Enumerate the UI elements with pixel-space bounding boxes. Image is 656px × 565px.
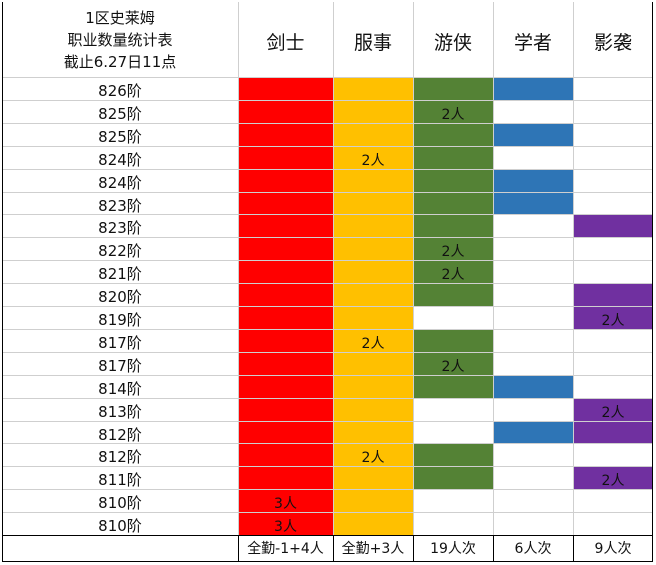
- player-count-label: 2人: [441, 244, 465, 261]
- right-border: [652, 2, 653, 562]
- rank-label: 825阶: [98, 127, 142, 146]
- row-gridline: [2, 443, 653, 445]
- title-line-name: 职业数量统计表: [67, 31, 173, 49]
- footer-col-border: [573, 535, 574, 562]
- bottom-border: [2, 561, 653, 562]
- row-gridline: [2, 191, 653, 193]
- column-total: 6人次: [514, 541, 552, 557]
- row-gridline: [2, 466, 653, 468]
- rank-label: 824阶: [98, 173, 142, 192]
- rank-label: 813阶: [98, 402, 142, 421]
- player-count-label: 2人: [361, 152, 385, 169]
- rank-label: 817阶: [98, 333, 142, 352]
- rank-label: 823阶: [98, 196, 142, 215]
- footer-col-border: [238, 535, 239, 562]
- col-gridline: [573, 2, 574, 535]
- rank-label: 810阶: [98, 517, 142, 536]
- row-gridline: [2, 374, 653, 376]
- class-block: [573, 397, 653, 444]
- rank-label: 821阶: [98, 265, 142, 284]
- rank-label: 810阶: [98, 494, 142, 513]
- row-gridline: [2, 99, 653, 101]
- class-block: [493, 77, 573, 100]
- row-gridline: [2, 420, 653, 422]
- footer-top-border: [2, 535, 653, 536]
- col-gridline: [238, 2, 239, 535]
- left-border: [2, 2, 3, 562]
- class-block: [573, 214, 653, 238]
- rank-label: 820阶: [98, 288, 142, 307]
- rank-label: 819阶: [98, 311, 142, 329]
- footer-col-border: [493, 535, 494, 562]
- class-block: [493, 122, 573, 146]
- player-count-label: 2人: [441, 106, 465, 123]
- title-line-date: 截止6.27日11点: [63, 53, 177, 71]
- rank-label: 825阶: [98, 104, 142, 123]
- row-gridline: [2, 168, 653, 170]
- rank-label: 826阶: [98, 82, 142, 100]
- player-count-label: 3人: [274, 496, 297, 513]
- player-count-label: 2人: [441, 358, 465, 375]
- column-header: 学者: [513, 32, 552, 54]
- rank-label: 824阶: [98, 150, 142, 169]
- row-gridline: [2, 260, 653, 262]
- col-gridline: [413, 2, 414, 535]
- class-block: [573, 466, 653, 490]
- player-count-label: 2人: [601, 473, 625, 490]
- player-count-label: 2人: [361, 335, 385, 352]
- col-gridline: [493, 2, 494, 535]
- row-gridline: [2, 283, 653, 285]
- column-header: 游侠: [433, 32, 472, 54]
- class-block: [238, 489, 333, 513]
- row-gridline: [2, 214, 653, 216]
- title-line-server: 1区史莱姆: [85, 9, 155, 27]
- rank-label: 817阶: [98, 356, 142, 375]
- rank-label: 812阶: [98, 448, 142, 467]
- column-total: 全勤-1+4人: [247, 541, 324, 557]
- sheet-title: 1区史莱姆 职业数量统计表 截止6.27日11点: [2, 7, 238, 73]
- player-count-label: 2人: [361, 450, 385, 467]
- column-total: 9人次: [594, 541, 632, 557]
- class-block: [493, 420, 573, 444]
- player-count-label: 2人: [601, 313, 625, 329]
- class-block: [493, 168, 573, 215]
- column-header: 服事: [353, 32, 392, 54]
- rank-label: 812阶: [98, 425, 142, 444]
- player-count-label: 2人: [601, 404, 625, 421]
- col-gridline: [333, 2, 334, 535]
- rank-label: 814阶: [98, 379, 142, 398]
- footer-col-border: [333, 535, 334, 562]
- class-block: [493, 374, 573, 398]
- rank-label: 823阶: [98, 219, 142, 238]
- class-block: [573, 283, 653, 329]
- row-gridline: [2, 306, 653, 307]
- rank-label: 811阶: [98, 471, 142, 490]
- class-block: [413, 328, 493, 398]
- row-gridline: [2, 122, 653, 124]
- class-block: [413, 443, 493, 490]
- row-gridline: [2, 489, 653, 491]
- player-count-label: 2人: [441, 267, 465, 284]
- class-block: [238, 512, 333, 535]
- player-count-label: 3人: [274, 519, 297, 536]
- rank-label: 822阶: [98, 242, 142, 261]
- row-gridline: [2, 397, 653, 399]
- row-gridline: [2, 145, 653, 147]
- column-total: 19人次: [430, 541, 476, 557]
- row-gridline: [2, 77, 653, 78]
- footer-col-border: [413, 535, 414, 562]
- column-total: 全勤+3人: [341, 541, 405, 557]
- row-gridline: [2, 328, 653, 330]
- row-gridline: [2, 512, 653, 514]
- column-header: 影袭: [593, 32, 632, 54]
- row-gridline: [2, 237, 653, 239]
- row-gridline: [2, 351, 653, 353]
- column-header: 剑士: [266, 32, 305, 54]
